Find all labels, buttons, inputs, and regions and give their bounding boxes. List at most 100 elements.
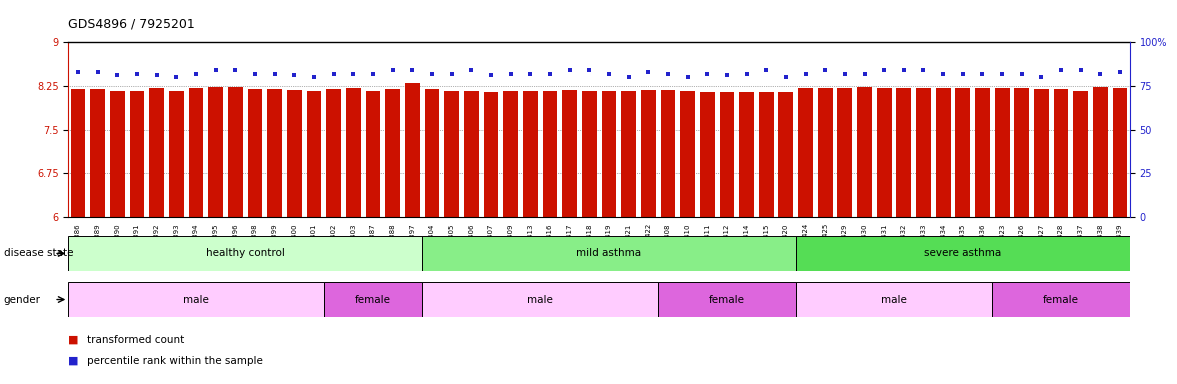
Point <box>501 71 520 77</box>
Bar <box>71 89 86 384</box>
Bar <box>621 91 636 384</box>
Text: mild asthma: mild asthma <box>577 248 641 258</box>
Point <box>461 67 480 73</box>
Point <box>226 67 245 73</box>
Bar <box>897 88 911 384</box>
Bar <box>267 89 282 384</box>
Bar <box>444 91 459 384</box>
Point <box>816 67 834 73</box>
Point <box>108 72 127 78</box>
Bar <box>1112 88 1128 384</box>
Bar <box>838 88 852 384</box>
Point <box>521 71 540 77</box>
Point <box>599 71 618 77</box>
Bar <box>543 91 558 384</box>
Bar <box>739 92 754 384</box>
Bar <box>1093 86 1108 384</box>
Bar <box>188 88 204 384</box>
Point <box>855 71 873 77</box>
Bar <box>208 86 224 384</box>
Text: ■: ■ <box>68 356 79 366</box>
Point <box>1091 71 1110 77</box>
Bar <box>956 88 970 384</box>
Bar <box>640 90 656 384</box>
Bar <box>759 92 773 384</box>
Bar <box>423 236 796 271</box>
Point <box>147 72 166 78</box>
Point <box>167 74 186 80</box>
Text: transformed count: transformed count <box>87 335 185 345</box>
Bar <box>1015 88 1029 384</box>
Point <box>580 67 599 73</box>
Point <box>698 71 717 77</box>
Point <box>344 71 363 77</box>
Bar <box>916 88 931 384</box>
Point <box>285 72 304 78</box>
Bar <box>700 92 714 384</box>
Point <box>68 69 87 75</box>
Bar <box>581 91 597 384</box>
Text: gender: gender <box>4 295 40 305</box>
Point <box>206 67 225 73</box>
Bar <box>247 89 262 384</box>
Point <box>187 71 206 77</box>
Point <box>836 71 855 77</box>
Point <box>737 71 756 77</box>
Bar <box>405 83 420 384</box>
Point <box>384 67 403 73</box>
Bar <box>857 87 872 384</box>
Bar <box>778 92 793 384</box>
Point <box>1012 71 1031 77</box>
Point <box>1111 69 1130 75</box>
Point <box>619 74 638 80</box>
Point <box>1032 74 1051 80</box>
Bar <box>68 236 423 271</box>
Bar <box>798 88 813 384</box>
Bar <box>484 92 498 384</box>
Bar <box>91 89 105 384</box>
Bar <box>287 90 301 384</box>
Point <box>443 71 461 77</box>
Point <box>796 71 814 77</box>
Point <box>423 71 441 77</box>
Text: male: male <box>527 295 553 305</box>
Text: male: male <box>882 295 907 305</box>
Point <box>560 67 579 73</box>
Point <box>540 71 559 77</box>
Bar <box>149 88 164 384</box>
Point <box>1052 67 1071 73</box>
Bar <box>326 89 341 384</box>
Point <box>403 67 421 73</box>
Point <box>757 67 776 73</box>
Bar <box>680 91 694 384</box>
Point <box>915 67 933 73</box>
Point <box>992 71 1011 77</box>
Bar <box>504 91 518 384</box>
Bar <box>307 91 321 384</box>
Bar <box>563 90 577 384</box>
Point <box>481 72 500 78</box>
Text: female: female <box>355 295 391 305</box>
Point <box>265 71 284 77</box>
Point <box>895 67 913 73</box>
Bar <box>346 88 360 384</box>
Bar <box>366 91 380 384</box>
Text: GDS4896 / 7925201: GDS4896 / 7925201 <box>68 17 195 30</box>
Bar <box>1053 89 1069 384</box>
Bar <box>228 87 242 384</box>
Text: ■: ■ <box>68 335 79 345</box>
Bar <box>464 91 479 384</box>
Point <box>953 71 972 77</box>
Point <box>718 72 737 78</box>
Bar <box>719 92 734 384</box>
Text: female: female <box>1043 295 1079 305</box>
Bar <box>385 89 400 384</box>
Text: male: male <box>184 295 210 305</box>
Bar <box>423 282 658 317</box>
Bar <box>796 282 992 317</box>
Point <box>875 67 893 73</box>
Bar <box>425 89 439 384</box>
Bar <box>975 88 990 384</box>
Bar <box>660 90 676 384</box>
Text: severe asthma: severe asthma <box>924 248 1002 258</box>
